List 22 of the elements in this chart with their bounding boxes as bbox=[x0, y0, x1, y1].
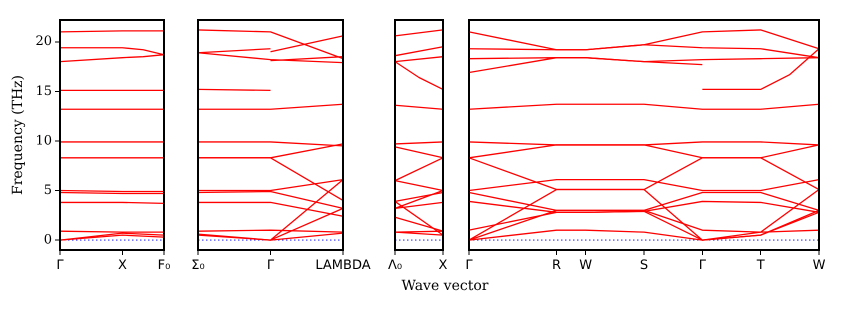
x-tick-label: T bbox=[756, 258, 765, 274]
y-tick-label: 5 bbox=[44, 182, 52, 198]
x-tick-label: Σ₀ bbox=[191, 258, 205, 274]
x-tick-label: Γ bbox=[266, 258, 275, 274]
x-tick-label: W bbox=[812, 258, 826, 274]
y-tick-label: 15 bbox=[35, 84, 52, 99]
x-tick-label: Γ bbox=[465, 258, 474, 274]
x-tick-label: R bbox=[552, 258, 562, 274]
x-tick-label: Γ bbox=[56, 258, 64, 274]
x-tick-label: F₀ bbox=[158, 258, 170, 274]
x-tick-label: Γ bbox=[698, 258, 707, 274]
x-tick-label: X bbox=[438, 258, 448, 274]
x-tick-label: LAMBDA bbox=[315, 258, 371, 274]
x-tick-label: Λ₀ bbox=[388, 258, 402, 274]
x-tick-label: S bbox=[640, 258, 648, 274]
y-tick-label: 10 bbox=[35, 133, 52, 148]
x-axis-title: Wave vector bbox=[400, 278, 490, 294]
y-tick-label: 0 bbox=[44, 232, 52, 248]
y-axis-title: Frequency (THz) bbox=[10, 74, 26, 196]
y-tick-label: 20 bbox=[35, 34, 52, 50]
x-tick-label: W bbox=[579, 258, 592, 274]
x-tick-label: X bbox=[118, 258, 127, 274]
